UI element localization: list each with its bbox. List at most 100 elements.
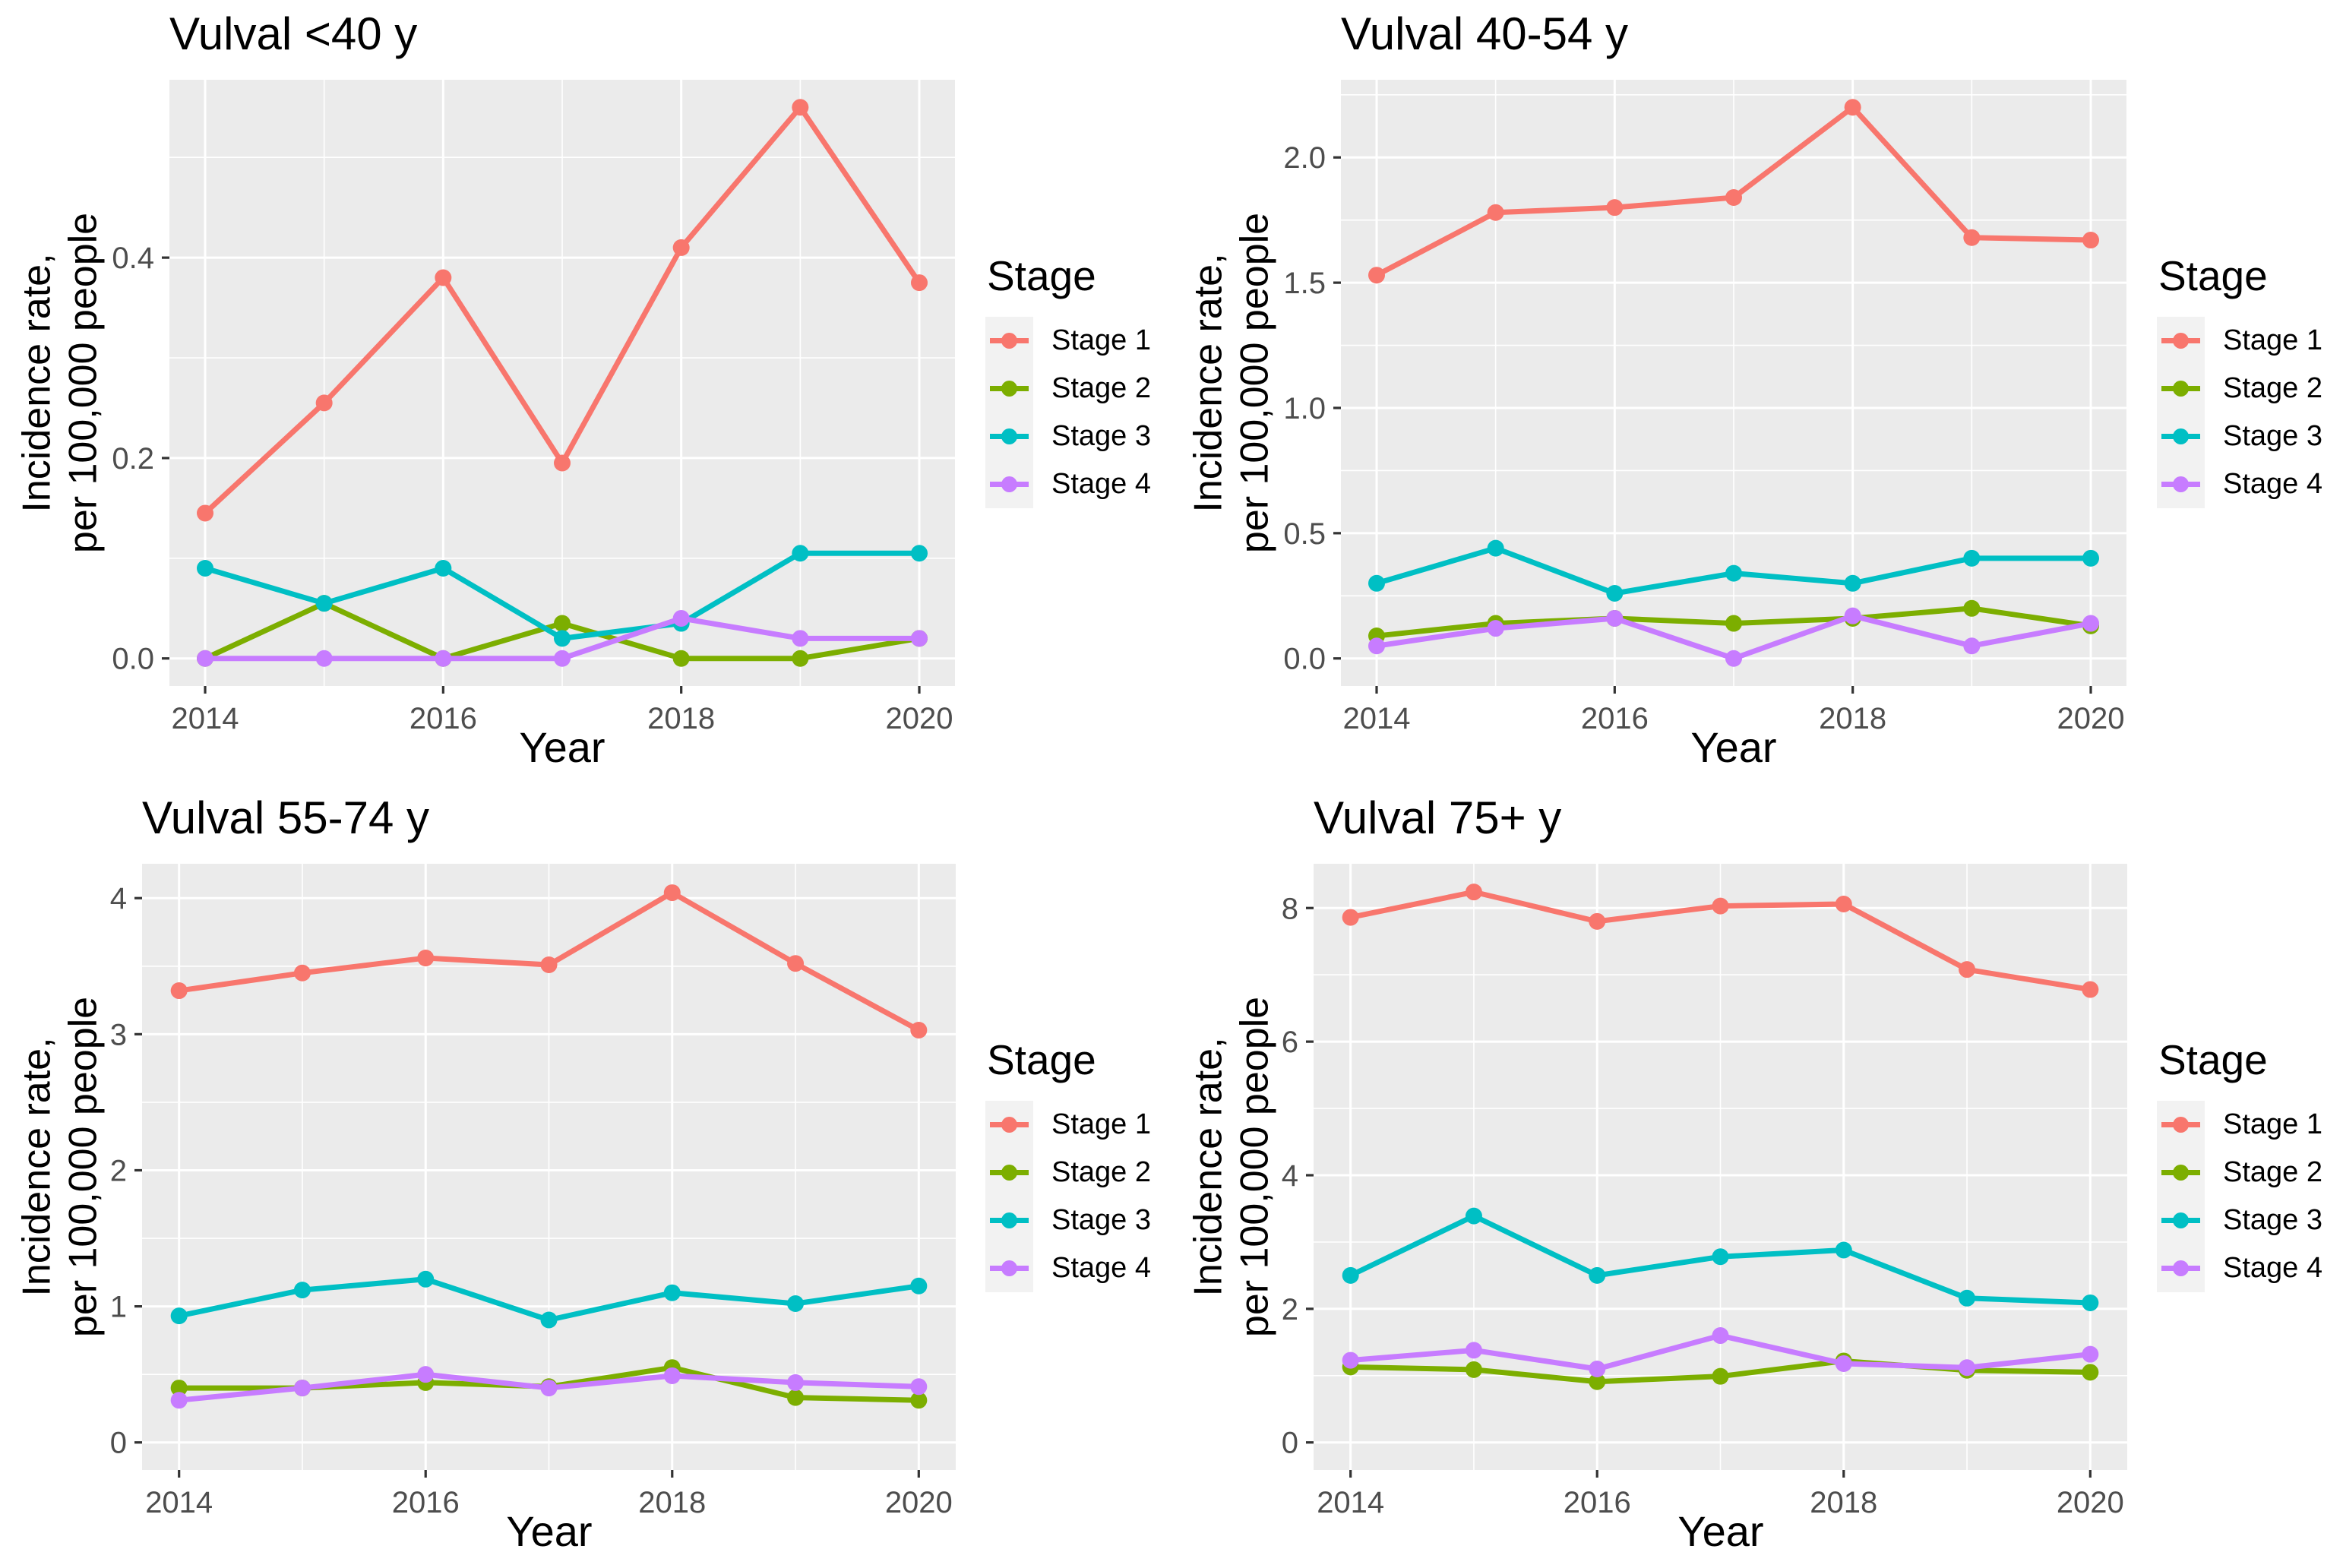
stage-4-key-icon bbox=[2157, 1244, 2205, 1292]
data-point bbox=[435, 269, 452, 286]
legend-key-point bbox=[2173, 381, 2189, 397]
y-tick-label: 2 bbox=[1282, 1293, 1298, 1326]
data-point bbox=[2082, 549, 2099, 567]
x-axis-title: Year bbox=[1677, 1507, 1764, 1555]
legend-key-point bbox=[1001, 476, 1017, 492]
data-point bbox=[2082, 1294, 2099, 1311]
data-point bbox=[1835, 1241, 1852, 1259]
legend-label: Stage 2 bbox=[2223, 372, 2322, 404]
y-tick-label: 3 bbox=[110, 1018, 127, 1051]
legend-label: Stage 1 bbox=[2223, 1108, 2322, 1140]
legend-label: Stage 4 bbox=[1051, 468, 1151, 500]
data-point bbox=[1963, 637, 1981, 655]
legend-item-stage-4: Stage 4 bbox=[2157, 1244, 2343, 1292]
data-point bbox=[1465, 1207, 1482, 1225]
data-point bbox=[2082, 615, 2099, 632]
x-tick-label: 2014 bbox=[145, 1486, 213, 1519]
legend-items: Stage 1 Stage 2 Stage 3 Stage 4 bbox=[985, 317, 1172, 508]
data-point bbox=[170, 1380, 188, 1397]
plot-canvas: 2014 2016 2018 2020 0.0 0.2 0.4 bbox=[112, 80, 955, 735]
y-tick-label: 0.5 bbox=[1283, 517, 1326, 551]
legend-label: Stage 3 bbox=[1051, 420, 1151, 452]
chart-vulval-40-54: 2014 2016 2018 2020 0.0 0.5 1.0 1.5 2.0 Vulval 4… bbox=[1172, 0, 2343, 784]
data-point bbox=[1712, 897, 1729, 915]
legend-key-point bbox=[1001, 1260, 1017, 1276]
legend-items: Stage 1 Stage 2 Stage 3 Stage 4 bbox=[2157, 317, 2343, 508]
legend-item-stage-1: Stage 1 bbox=[2157, 1101, 2343, 1149]
x-tick-label: 2014 bbox=[1317, 1486, 1384, 1519]
y-tick-label: 0.0 bbox=[1283, 643, 1326, 676]
y-tick-label: 1 bbox=[110, 1291, 127, 1324]
legend: Stage Stage 1 Stage 2 Stage 3 Stage 4 bbox=[985, 255, 1172, 508]
series-stage-3 bbox=[1342, 1207, 2099, 1311]
data-point bbox=[2082, 232, 2099, 249]
plot-canvas: 2014 2016 2018 2020 0 1 2 3 4 bbox=[110, 864, 956, 1519]
x-tick-label: 2018 bbox=[1810, 1486, 1877, 1519]
legend: Stage Stage 1 Stage 2 Stage 3 Stage 4 bbox=[985, 1039, 1172, 1292]
data-point bbox=[554, 615, 571, 632]
y-tick-label: 1.5 bbox=[1283, 267, 1326, 300]
data-point bbox=[672, 609, 690, 627]
y-axis-label-line1: Incidence rate, bbox=[1186, 253, 1231, 513]
legend-item-stage-4: Stage 4 bbox=[985, 1244, 1172, 1292]
x-tick-label: 2016 bbox=[1564, 1486, 1631, 1519]
legend-item-stage-1: Stage 1 bbox=[985, 317, 1172, 365]
data-point bbox=[672, 239, 690, 256]
data-point bbox=[1725, 615, 1742, 632]
x-tick-label: 2018 bbox=[1819, 702, 1886, 735]
data-point bbox=[540, 1311, 558, 1329]
legend-title: Stage bbox=[2158, 252, 2268, 299]
data-point bbox=[792, 630, 809, 647]
data-point bbox=[1487, 539, 1504, 557]
data-point bbox=[911, 630, 928, 647]
x-tick-label: 2014 bbox=[172, 702, 239, 735]
data-point bbox=[315, 650, 333, 667]
stage-2-key-icon bbox=[985, 365, 1033, 413]
y-tick-label: 1.0 bbox=[1283, 392, 1326, 425]
legend-label: Stage 3 bbox=[2223, 1204, 2322, 1236]
data-point bbox=[910, 1277, 928, 1295]
chart-vulval-75plus: 2014 2016 2018 2020 0 2 4 6 8 Vulval 75+ y Incid… bbox=[1172, 784, 2343, 1568]
legend-label: Stage 3 bbox=[1051, 1204, 1151, 1236]
data-point bbox=[1725, 650, 1742, 667]
data-point bbox=[792, 650, 809, 667]
chart-title: Vulval <40 y bbox=[169, 8, 418, 59]
legend-label: Stage 4 bbox=[1051, 1252, 1151, 1284]
y-axis-label-line2: per 100,000 people bbox=[62, 212, 106, 554]
data-point bbox=[1712, 1248, 1729, 1266]
series-stage-4 bbox=[1342, 1327, 2099, 1377]
x-tick-label: 2018 bbox=[647, 702, 715, 735]
x-tick-label: 2020 bbox=[885, 1486, 953, 1519]
data-point bbox=[1844, 607, 1861, 624]
legend-key-point bbox=[2173, 428, 2189, 444]
chart-title: Vulval 55-74 y bbox=[142, 792, 429, 843]
data-point bbox=[417, 950, 435, 967]
x-tick-label: 2020 bbox=[2057, 1486, 2124, 1519]
legend-item-stage-2: Stage 2 bbox=[985, 365, 1172, 413]
y-axis-label-line1: Incidence rate, bbox=[14, 1037, 59, 1297]
stage-3-key-icon bbox=[985, 1197, 1033, 1244]
series-stage-3 bbox=[170, 1270, 928, 1329]
data-point bbox=[197, 504, 213, 522]
data-point bbox=[663, 1367, 681, 1384]
series-stage-1 bbox=[1342, 884, 2099, 998]
data-point bbox=[787, 955, 805, 972]
legend-item-stage-1: Stage 1 bbox=[985, 1101, 1172, 1149]
stage-2-key-icon bbox=[2157, 365, 2205, 413]
legend-label: Stage 2 bbox=[1051, 1156, 1151, 1188]
data-point bbox=[554, 630, 571, 647]
plot-canvas: 2014 2016 2018 2020 0.0 0.5 1.0 1.5 2.0 bbox=[1283, 80, 2126, 735]
data-point bbox=[1606, 199, 1624, 217]
legend-item-stage-3: Stage 3 bbox=[2157, 1197, 2343, 1244]
y-tick-label: 0 bbox=[110, 1427, 127, 1460]
legend-key-point bbox=[1001, 381, 1017, 397]
data-point bbox=[540, 1380, 558, 1397]
data-point bbox=[1589, 1361, 1606, 1377]
legend-key-point bbox=[2173, 333, 2189, 349]
x-tick-label: 2016 bbox=[1581, 702, 1649, 735]
legend-key-point bbox=[1001, 428, 1017, 444]
x-axis-title: Year bbox=[519, 723, 606, 771]
legend-key-point bbox=[1001, 333, 1017, 349]
legend-key-point bbox=[2173, 1212, 2189, 1228]
y-tick-label: 8 bbox=[1282, 892, 1298, 925]
